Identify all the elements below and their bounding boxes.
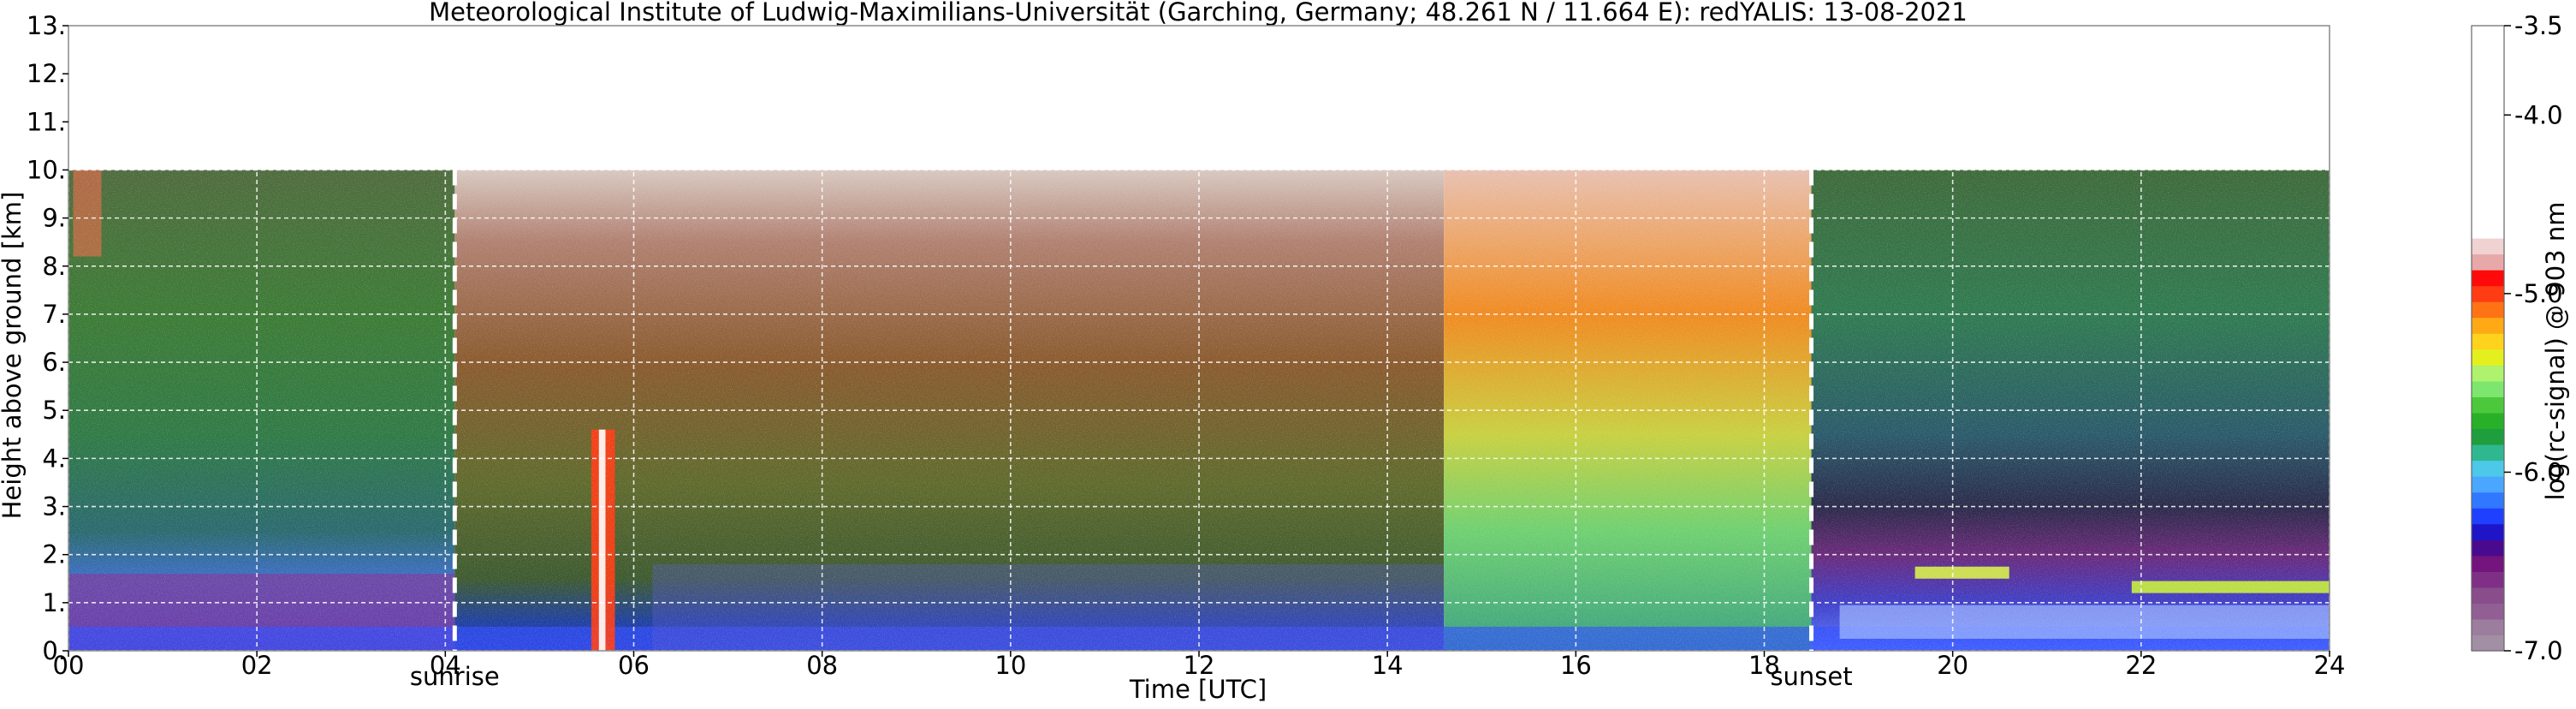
colorbar-segment [2472,285,2504,302]
y-tick-label: 13. [27,11,66,40]
sunset-label: sunset [1770,662,1852,691]
colorbar-segment [2472,476,2504,493]
sun-annotations: sunrise sunset [410,170,1853,691]
colorbar-segment [2472,317,2504,334]
x-tick-label: 24 [2314,651,2346,680]
y-tick-label: 12. [27,59,66,88]
colorbar-segment [2472,253,2504,271]
x-tick-label: 12 [1184,651,1215,680]
y-tick-label: 0. [42,636,66,665]
colorbar-segment [2472,301,2504,319]
x-tick-label: 20 [1937,651,1968,680]
colorbar-segment [2472,508,2504,525]
colorbar-segment [2472,380,2504,397]
x-tick-label: 16 [1560,651,1592,680]
colorbar-tick-label: -6.0 [2514,457,2563,486]
colorbar-tick-label: -7.0 [2514,636,2563,665]
x-tick-label: 08 [806,651,838,680]
colorbar: -3.5 -4.0 -5.0 -6.0 -7.0 [2471,11,2563,665]
x-axis-label: Time [UTC] [1129,675,1267,704]
colorbar-segment [2472,523,2504,540]
colorbar-segment [2472,587,2504,604]
x-tick-label: 02 [241,651,273,680]
y-axis: 0. 1. 2. 3. 4. 5. 6. 7. 8. 9. 10. 11. 12. 13. [27,11,68,665]
colorbar-tick-label: -5.0 [2514,279,2563,308]
x-axis: 00 02 04 06 08 10 12 14 16 18 20 22 24 [53,651,2346,680]
colorbar-segment [2472,365,2504,382]
colorbar-segment [2472,460,2504,477]
colorbar-segment [2472,222,2504,239]
colorbar-segment [2472,492,2504,509]
colorbar-frame [2471,25,2505,652]
y-axis-label: Height above ground [km] [0,192,27,520]
colorbar-segment [2472,539,2504,557]
x-tick-label: 22 [2125,651,2157,680]
colorbar-segment [2472,333,2504,350]
y-tick-label: 7. [42,300,66,329]
chart-title: Meteorological Institute of Ludwig-Maxim… [429,0,1968,27]
colorbar-segment [2472,635,2504,652]
colorbar-segment [2472,428,2504,445]
colorbar-segment [2472,396,2504,414]
x-tick-label: 00 [53,651,85,680]
y-tick-label: 8. [42,252,66,281]
x-tick-label: 18 [1748,651,1780,680]
colorbar-segment [2472,603,2504,620]
colorbar-segment [2472,571,2504,588]
x-tick-label: 04 [430,651,461,680]
colorbar-segment [2472,270,2504,287]
sunrise-label: sunrise [410,662,500,691]
colorbar-segment [2472,349,2504,366]
colorbar-segment [2472,412,2504,430]
x-tick-label: 14 [1372,651,1404,680]
y-tick-label: 5. [42,396,66,425]
colorbar-segment [2472,555,2504,572]
y-tick-label: 2. [42,540,66,569]
y-tick-label: 1. [42,588,66,617]
y-tick-label: 9. [42,204,66,233]
colorbar-label: log(rc-signal) @ 903 nm [2541,202,2570,501]
colorbar-segment [2472,444,2504,462]
y-tick-label: 6. [42,348,66,377]
colorbar-segment [2472,618,2504,636]
y-tick-label: 11. [27,107,66,136]
y-tick-label: 4. [42,444,66,473]
x-tick-label: 06 [618,651,650,680]
colorbar-segment [2472,237,2504,255]
x-tick-label: 10 [994,651,1026,680]
colorbar-tick-label: -3.5 [2514,11,2563,40]
y-tick-label: 3. [42,492,66,521]
y-tick-label: 10. [27,155,66,184]
colorbar-tick-label: -4.0 [2514,100,2563,129]
